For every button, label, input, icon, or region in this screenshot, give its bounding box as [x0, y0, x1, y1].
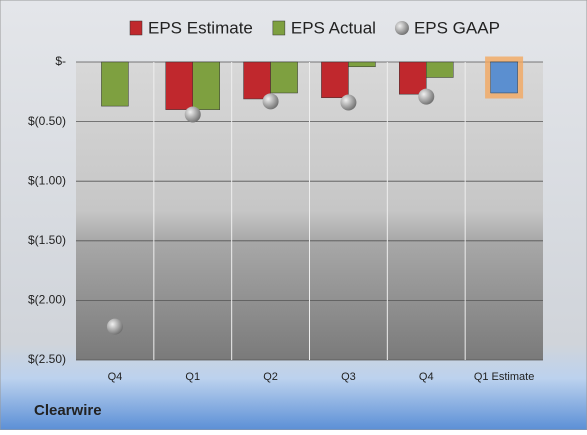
legend-label: EPS Estimate	[148, 18, 253, 37]
x-tick-label: Q3	[341, 371, 356, 383]
point	[184, 106, 201, 123]
footer: Clearwire	[34, 402, 102, 419]
legend-label: EPS Actual	[291, 18, 376, 37]
x-tick-label: Q4	[108, 371, 123, 383]
y-tick-label: $(1.50)	[28, 233, 66, 247]
bar	[348, 61, 376, 68]
bar	[399, 61, 427, 95]
y-tick-label: $(0.50)	[28, 114, 66, 128]
bar	[101, 61, 129, 107]
point	[340, 94, 357, 111]
bar	[243, 61, 271, 100]
x-tick-label: Q1 Estimate	[474, 371, 535, 383]
legend-swatch	[129, 20, 143, 36]
legend-swatch	[272, 20, 286, 36]
bar	[426, 61, 454, 78]
legend-swatch	[394, 21, 409, 35]
bar	[270, 61, 298, 94]
x-tick-label: Q4	[419, 371, 434, 383]
bar	[192, 61, 220, 110]
legend-label: EPS GAAP	[414, 18, 500, 37]
y-tick-label: $-	[55, 54, 66, 68]
y-tick-label: $(2.50)	[28, 352, 66, 366]
point	[262, 93, 279, 110]
y-tick-label: $(2.00)	[28, 293, 66, 307]
bar	[490, 61, 518, 94]
x-tick-label: Q1	[185, 371, 200, 383]
point	[106, 318, 123, 335]
bar	[165, 61, 193, 110]
point	[418, 88, 435, 105]
x-tick-label: Q2	[263, 371, 278, 383]
bar	[321, 61, 349, 99]
highlight-glow	[485, 56, 524, 99]
y-tick-label: $(1.00)	[28, 173, 66, 187]
